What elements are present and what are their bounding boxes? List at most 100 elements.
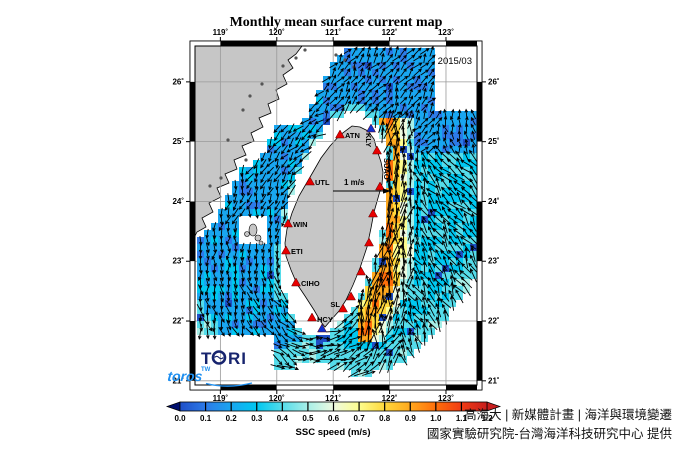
scale-arrow: 1 m/s xyxy=(333,178,391,194)
station-marker xyxy=(356,266,366,276)
vector-arrows-path xyxy=(196,45,480,378)
station-label: UTL xyxy=(315,178,330,187)
islet xyxy=(260,82,264,86)
lon-label-top: 122˚ xyxy=(382,28,398,37)
lon-label-bottom: 120˚ xyxy=(269,394,285,403)
lat-label-right: 21˚ xyxy=(488,376,500,385)
colorbar-tick-label: 1.1 xyxy=(456,414,468,423)
lat-label-right: 23˚ xyxy=(488,257,500,266)
colorbar-tick-label: 0.2 xyxy=(226,414,238,423)
colorbar-tick-label: 0.9 xyxy=(405,414,417,423)
islet xyxy=(294,56,298,60)
current-vector-arrows xyxy=(196,45,480,378)
lat-label-left: 23˚ xyxy=(172,257,184,266)
colorbar-tick-label: 0.1 xyxy=(200,414,212,423)
colorbar-tick-label: 0.3 xyxy=(251,414,263,423)
station-label: SL xyxy=(330,300,340,309)
islet xyxy=(303,48,307,52)
station-marker xyxy=(335,129,345,139)
station-marker xyxy=(307,312,317,322)
station-marker xyxy=(364,237,374,247)
frame-inner-line xyxy=(194,45,478,386)
station-marker xyxy=(317,323,327,333)
colorbar-left-arrow xyxy=(165,401,181,412)
station-label: SUAO xyxy=(382,158,391,180)
colorbar-title: SSC speed (m/s) xyxy=(296,427,371,438)
land-china-coast xyxy=(194,45,303,237)
station-marker xyxy=(375,181,385,191)
colorbar-tick-label: 1.0 xyxy=(430,414,442,423)
frame-outer-line2 xyxy=(189,40,483,391)
lon-label-bottom: 119˚ xyxy=(213,394,229,403)
logo-globe-icon xyxy=(211,350,227,365)
station-marker xyxy=(346,291,356,301)
colorbar-tick-label: 0.0 xyxy=(174,414,186,423)
station-marker xyxy=(283,218,293,228)
islet xyxy=(248,94,252,98)
scale-arrow-label: 1 m/s xyxy=(344,178,365,187)
island-penghu xyxy=(258,240,264,246)
station-label: ATN xyxy=(345,131,360,140)
logo-globe-wave-icon xyxy=(214,355,224,360)
islet xyxy=(244,158,248,162)
station-marker xyxy=(338,303,348,313)
station-marker xyxy=(366,123,376,133)
lon-label-bottom: 123˚ xyxy=(438,394,454,403)
colorbar-tick-label: 0.5 xyxy=(302,414,314,423)
station-label: ETI xyxy=(291,247,303,256)
page-title: Monthly mean surface current map xyxy=(230,15,443,30)
lat-label-right: 26˚ xyxy=(488,77,500,86)
credit-line-1: 高海大 | 新媒體計畫 | 海洋與環境變遷 xyxy=(464,407,672,422)
logo-tw: TW xyxy=(201,367,211,373)
station-label: CIHO xyxy=(301,279,320,288)
lat-label-left: 24˚ xyxy=(172,197,184,206)
island-penghu xyxy=(248,223,258,237)
islet xyxy=(219,176,223,180)
station-marker xyxy=(368,208,378,218)
islet xyxy=(281,64,285,68)
land-masses xyxy=(194,45,384,328)
lon-label-top: 120˚ xyxy=(269,28,285,37)
lon-label-bottom: 121˚ xyxy=(325,394,341,403)
lat-label-right: 25˚ xyxy=(488,137,500,146)
islet xyxy=(208,184,212,188)
island-penghu xyxy=(254,234,262,242)
station-marker xyxy=(305,176,315,186)
logo-tori-t: T xyxy=(201,349,212,368)
map-frame xyxy=(186,37,486,394)
station-label: KLY xyxy=(364,133,373,147)
colorbar-tick-label: 1.2 xyxy=(481,414,493,423)
station-label: WIN xyxy=(293,220,308,229)
axis-tick-labels: 119˚ 119˚ 120˚ 120˚ 121˚ 121˚ 122˚ 122˚ 123˚ 123˚… xyxy=(172,28,499,403)
lat-label-left: 25˚ xyxy=(172,137,184,146)
islet xyxy=(334,53,338,57)
lat-label-left: 22˚ xyxy=(172,317,184,326)
colorbar-tick-label: 0.6 xyxy=(328,414,340,423)
tori-toros-logo: T RI TW toros xyxy=(167,349,253,387)
colorbar-tick-label: 0.7 xyxy=(354,414,366,423)
lon-label-top: 119˚ xyxy=(213,28,229,37)
lat-label-right: 24˚ xyxy=(488,197,500,206)
logo-toros: toros xyxy=(167,368,204,384)
lon-label-top: 123˚ xyxy=(438,28,454,37)
station-marker xyxy=(291,277,301,287)
station-label: HCY xyxy=(317,315,333,324)
logo-underline xyxy=(205,382,253,387)
colorbar-tick-label: 0.4 xyxy=(277,414,289,423)
credit-line-2: 國家實驗研究院-台灣海洋科技研究中心 提供 xyxy=(427,426,672,441)
lat-label-right: 22˚ xyxy=(488,317,500,326)
station-marker xyxy=(372,145,382,155)
islet xyxy=(226,138,230,142)
island-penghu xyxy=(244,231,250,237)
date-label: 2015/03 xyxy=(438,56,472,67)
lon-label-top: 121˚ xyxy=(325,28,341,37)
station-markers: ATN UTL WIN ETI CIHO SL HCY KLY SUAO xyxy=(281,123,391,333)
lon-label-bottom: 122˚ xyxy=(382,394,398,403)
station-marker xyxy=(281,245,291,255)
lat-label-left: 21˚ xyxy=(172,376,184,385)
colorbar-tick-label: 0.8 xyxy=(379,414,391,423)
lat-label-left: 26˚ xyxy=(172,77,184,86)
land-taiwan xyxy=(284,125,384,328)
